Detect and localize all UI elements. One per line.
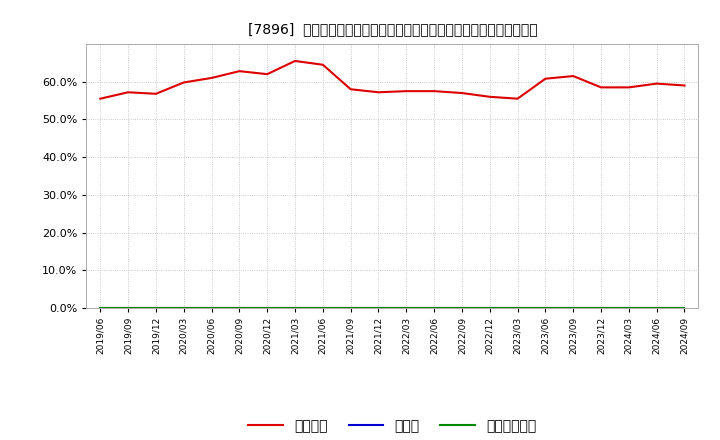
のれん [263, 305, 271, 311]
繰延税金資産 [235, 305, 243, 311]
Line: 自己資本: 自己資本 [100, 61, 685, 99]
のれん [346, 305, 355, 311]
自己資本 [513, 96, 522, 101]
のれん [318, 305, 327, 311]
自己資本 [152, 91, 161, 96]
のれん [179, 305, 188, 311]
のれん [597, 305, 606, 311]
繰延税金資産 [569, 305, 577, 311]
自己資本 [624, 85, 633, 90]
繰延税金資産 [374, 305, 383, 311]
のれん [207, 305, 216, 311]
のれん [152, 305, 161, 311]
のれん [124, 305, 132, 311]
自己資本 [430, 88, 438, 94]
のれん [541, 305, 550, 311]
Title: [7896]  自己資本、のれん、繰延税金資産の総資産に対する比率の推移: [7896] 自己資本、のれん、繰延税金資産の総資産に対する比率の推移 [248, 22, 537, 36]
のれん [96, 305, 104, 311]
自己資本 [541, 76, 550, 81]
繰延税金資産 [291, 305, 300, 311]
のれん [374, 305, 383, 311]
繰延税金資産 [402, 305, 410, 311]
Legend: 自己資本, のれん, 繰延税金資産: 自己資本, のれん, 繰延税金資産 [243, 413, 542, 438]
繰延税金資産 [96, 305, 104, 311]
自己資本 [569, 73, 577, 79]
のれん [458, 305, 467, 311]
繰延税金資産 [346, 305, 355, 311]
繰延税金資産 [541, 305, 550, 311]
自己資本 [235, 69, 243, 74]
自己資本 [402, 88, 410, 94]
自己資本 [318, 62, 327, 67]
繰延税金資産 [318, 305, 327, 311]
繰延税金資産 [624, 305, 633, 311]
繰延税金資産 [458, 305, 467, 311]
のれん [430, 305, 438, 311]
のれん [485, 305, 494, 311]
のれん [569, 305, 577, 311]
繰延税金資産 [263, 305, 271, 311]
自己資本 [458, 90, 467, 95]
自己資本 [485, 94, 494, 99]
自己資本 [124, 90, 132, 95]
のれん [235, 305, 243, 311]
繰延税金資産 [124, 305, 132, 311]
自己資本 [96, 96, 104, 101]
繰延税金資産 [680, 305, 689, 311]
繰延税金資産 [430, 305, 438, 311]
のれん [513, 305, 522, 311]
自己資本 [680, 83, 689, 88]
自己資本 [207, 75, 216, 81]
繰延税金資産 [207, 305, 216, 311]
繰延税金資産 [485, 305, 494, 311]
繰延税金資産 [152, 305, 161, 311]
のれん [402, 305, 410, 311]
繰延税金資産 [652, 305, 661, 311]
繰延税金資産 [513, 305, 522, 311]
繰延税金資産 [597, 305, 606, 311]
自己資本 [346, 87, 355, 92]
自己資本 [652, 81, 661, 86]
のれん [680, 305, 689, 311]
自己資本 [374, 90, 383, 95]
のれん [291, 305, 300, 311]
のれん [624, 305, 633, 311]
自己資本 [179, 80, 188, 85]
繰延税金資産 [179, 305, 188, 311]
自己資本 [291, 59, 300, 64]
自己資本 [263, 72, 271, 77]
のれん [652, 305, 661, 311]
自己資本 [597, 85, 606, 90]
